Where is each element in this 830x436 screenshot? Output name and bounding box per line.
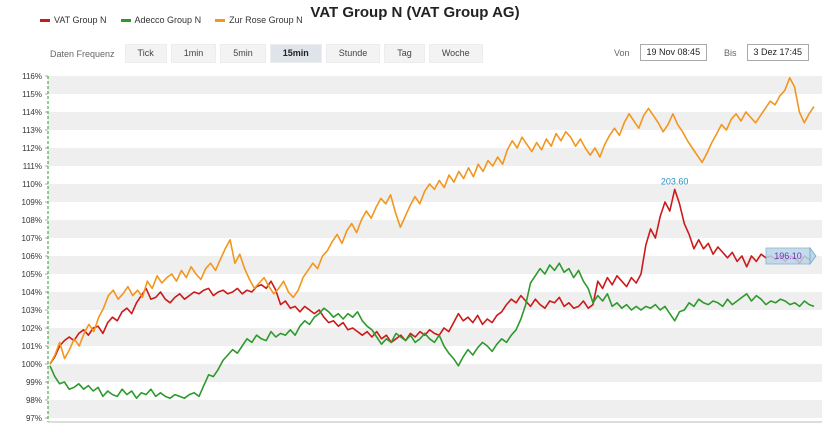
y-tick-label: 114% [22,108,42,117]
grid-band [48,148,822,166]
grid-band [48,292,822,310]
y-tick-label: 106% [22,252,42,261]
legend-swatch-zur-rose [215,18,226,22]
y-tick-label: 108% [22,216,42,225]
from-label: Von [614,47,630,58]
freq-button-5min[interactable]: 5min [220,44,266,63]
y-tick-label: 102% [22,324,42,333]
grid-band [48,400,822,418]
y-tick-label: 99% [26,378,42,387]
date-range-to: Bis 3 Dez 17:45 [724,44,810,61]
max-value-label: 203.60 [661,176,689,186]
y-tick-label: 101% [22,342,42,351]
legend-swatch-adecco [120,18,131,22]
y-tick-label: 111% [23,162,42,171]
grid-band [48,220,822,238]
y-tick-label: 110% [22,180,42,189]
y-tick-label: 97% [26,414,42,423]
grid-band [48,76,822,94]
legend-label-vat: VAT Group N [54,15,107,25]
chart-title: VAT Group N (VAT Group AG) [310,4,520,21]
frequency-toolbar: Daten Frequenz Tick 1min 5min 15min Stun… [50,44,487,63]
y-tick-label: 100% [22,360,42,369]
legend-item-vat[interactable]: VAT Group N [40,15,107,25]
freq-button-stunde[interactable]: Stunde [325,44,381,63]
date-range-from: Von 19 Nov 08:45 [614,44,708,61]
freq-button-tick[interactable]: Tick [124,44,167,63]
y-tick-label: 98% [26,396,42,405]
grid-band [48,364,822,382]
y-tick-label: 116% [22,72,42,81]
y-tick-label: 107% [22,234,42,243]
grid-band [48,112,822,130]
series-line-0 [49,188,815,365]
chart-legend: VAT Group N Adecco Group N Zur Rose Grou… [40,15,303,25]
last-value-label: 196.10 [774,251,802,261]
y-tick-label: 104% [22,288,42,297]
line-chart: 97% 98% 99% 100% 101% 102% 103% 104% 105% 106% 107… [22,72,822,423]
y-tick-label: 109% [22,198,42,207]
to-label: Bis [724,47,737,58]
legend-item-zur-rose[interactable]: Zur Rose Group N [215,15,303,25]
frequency-label: Daten Frequenz [50,48,115,59]
freq-button-tag[interactable]: Tag [384,44,425,63]
from-date-field[interactable]: 19 Nov 08:45 [639,44,708,61]
last-value-pointer [809,246,817,266]
freq-button-1min[interactable]: 1min [170,44,217,63]
series-line-2 [49,77,815,365]
grid-band [48,328,822,346]
legend-swatch-vat [40,18,50,22]
y-tick-label: 112% [22,144,42,153]
y-tick-label: 113% [22,126,42,135]
freq-button-woche[interactable]: Woche [428,44,483,63]
freq-button-15min[interactable]: 15min [269,44,322,63]
legend-label-adecco: Adecco Group N [134,15,202,25]
grid-band [48,184,822,202]
to-date-field[interactable]: 3 Dez 17:45 [746,44,810,61]
legend-item-adecco[interactable]: Adecco Group N [120,15,202,25]
legend-label-zur-rose: Zur Rose Group N [229,15,303,25]
y-tick-label: 103% [22,306,42,315]
series-line-1 [49,262,815,400]
grid-band [48,256,822,274]
y-tick-label: 115% [22,90,42,99]
y-tick-label: 105% [22,270,42,279]
